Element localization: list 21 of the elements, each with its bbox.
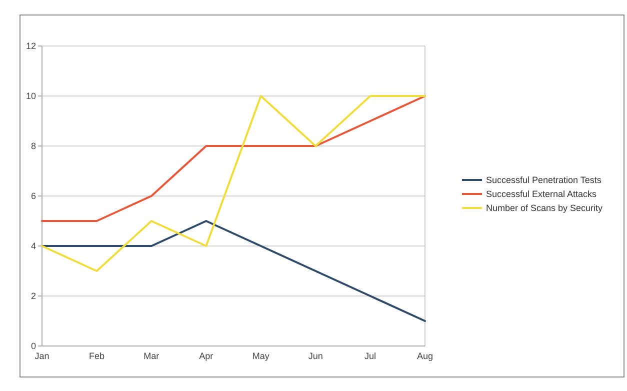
y-tick-label: 8	[30, 140, 36, 151]
line-series	[41, 95, 426, 272]
line-series	[41, 220, 426, 322]
x-tick-label: Jun	[308, 351, 323, 361]
line-series	[41, 95, 426, 222]
x-tick-label: Jan	[34, 351, 50, 361]
x-tick-label: Mar	[144, 351, 160, 361]
x-tick-label: Aug	[416, 351, 434, 361]
y-tick-label: 10	[26, 90, 36, 101]
y-tick-label: 0	[30, 340, 36, 351]
y-tick-label: 2	[30, 290, 36, 301]
legend-label: Successful External Attacks	[486, 188, 598, 199]
legend-label: Number of Scans by Security	[486, 202, 604, 213]
x-tick-label: May	[252, 351, 270, 361]
x-tick-label: Feb	[88, 351, 104, 361]
y-tick-label: 6	[30, 190, 36, 201]
y-tick-label: 12	[26, 40, 36, 51]
x-tick-label: Jul	[364, 351, 376, 361]
x-tick-label: Apr	[199, 351, 214, 361]
y-tick-label: 4	[30, 240, 36, 251]
legend-label: Successful Penetration Tests	[486, 174, 602, 185]
